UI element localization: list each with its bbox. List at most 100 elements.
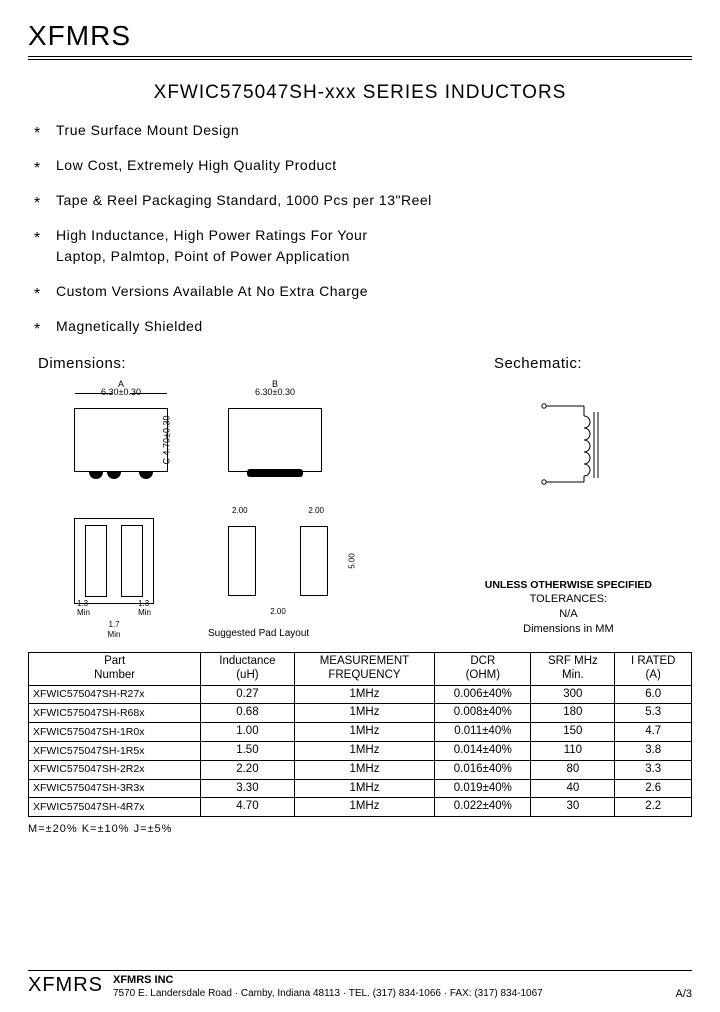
cell-pn: XFWIC575047SH-1R5x bbox=[29, 741, 201, 760]
bullet: Tape & Reel Packaging Standard, 1000 Pcs… bbox=[34, 190, 692, 211]
pad bbox=[300, 526, 328, 596]
dim-2: 2.00 bbox=[270, 607, 286, 616]
col-measurement-freq: MEASUREMENT FREQUENCY bbox=[294, 653, 435, 686]
cell-dcr: 0.019±40% bbox=[435, 779, 531, 798]
cell-inductance: 3.30 bbox=[201, 779, 294, 798]
footer-address: 7570 E. Landersdale Road · Camby, Indian… bbox=[113, 988, 543, 1001]
cell-freq: 1MHz bbox=[294, 704, 435, 723]
table-row: XFWIC575047SH-1R5x1.501MHz0.014±40%1103.… bbox=[29, 741, 692, 760]
cell-srf: 150 bbox=[531, 723, 615, 742]
tolerance-codes: M=±20% K=±10% J=±5% bbox=[28, 823, 692, 835]
cell-inductance: 2.20 bbox=[201, 760, 294, 779]
col-inductance: Inductance (uH) bbox=[201, 653, 294, 686]
col-irated: I RATED (A) bbox=[615, 653, 692, 686]
bullet: Low Cost, Extremely High Quality Product bbox=[34, 155, 692, 176]
bullet: High Inductance, High Power Ratings For … bbox=[34, 225, 692, 267]
col-srf: SRF MHz Min. bbox=[531, 653, 615, 686]
tol-line: N/A bbox=[485, 607, 652, 622]
cell-freq: 1MHz bbox=[294, 779, 435, 798]
bullet: Magnetically Shielded bbox=[34, 316, 692, 337]
header-rule bbox=[28, 56, 692, 60]
spec-table: Part Number Inductance (uH) MEASUREMENT … bbox=[28, 652, 692, 817]
dim-a-value: 6.30±0.30 bbox=[75, 387, 167, 397]
cell-inductance: 4.70 bbox=[201, 798, 294, 817]
cell-irated: 5.3 bbox=[615, 704, 692, 723]
table-row: XFWIC575047SH-R27x0.271MHz0.006±40%3006.… bbox=[29, 685, 692, 704]
cell-pn: XFWIC575047SH-2R2x bbox=[29, 760, 201, 779]
dim-5: 5.00 bbox=[348, 553, 357, 569]
component-foot bbox=[139, 471, 153, 479]
pad-layout-caption: Suggested Pad Layout bbox=[208, 628, 309, 639]
table-row: XFWIC575047SH-R68x0.681MHz0.008±40%1805.… bbox=[29, 704, 692, 723]
cell-inductance: 1.00 bbox=[201, 723, 294, 742]
company-logo: XFMRS bbox=[28, 20, 692, 52]
cell-srf: 110 bbox=[531, 741, 615, 760]
dim-17: 1.7 bbox=[108, 620, 119, 629]
cell-dcr: 0.016±40% bbox=[435, 760, 531, 779]
component-foot bbox=[89, 471, 103, 479]
cell-srf: 40 bbox=[531, 779, 615, 798]
dim-2: 2.00 bbox=[232, 506, 248, 515]
tol-line: Dimensions in MM bbox=[485, 622, 652, 637]
dim-b-value: 6.30±0.30 bbox=[229, 387, 321, 397]
pad-layout: 2.00 2.00 2.00 5.00 bbox=[218, 518, 338, 604]
cell-inductance: 0.68 bbox=[201, 704, 294, 723]
dimensions-heading: Dimensions: bbox=[38, 355, 126, 372]
cell-dcr: 0.006±40% bbox=[435, 685, 531, 704]
cell-irated: 3.3 bbox=[615, 760, 692, 779]
component-foot bbox=[107, 471, 121, 479]
cell-dcr: 0.022±40% bbox=[435, 798, 531, 817]
cell-freq: 1MHz bbox=[294, 685, 435, 704]
cell-irated: 6.0 bbox=[615, 685, 692, 704]
bottom-view: 1.3Min 1.3Min 1.7 Min bbox=[74, 518, 154, 604]
min-label: Min bbox=[108, 630, 121, 639]
cell-inductance: 1.50 bbox=[201, 741, 294, 760]
cell-inductance: 0.27 bbox=[201, 685, 294, 704]
front-view: A 6.30±0.30 C 4.70±0.30 bbox=[74, 408, 168, 472]
side-view: B 6.30±0.30 bbox=[228, 408, 322, 472]
cell-srf: 300 bbox=[531, 685, 615, 704]
cell-pn: XFWIC575047SH-R27x bbox=[29, 685, 201, 704]
tol-header: UNLESS OTHERWISE SPECIFIED bbox=[485, 578, 652, 592]
col-dcr: DCR (OHM) bbox=[435, 653, 531, 686]
cell-srf: 80 bbox=[531, 760, 615, 779]
cell-dcr: 0.014±40% bbox=[435, 741, 531, 760]
table-row: XFWIC575047SH-4R7x4.701MHz0.022±40%302.2 bbox=[29, 798, 692, 817]
page-footer: XFMRS XFMRS INC 7570 E. Landersdale Road… bbox=[28, 970, 692, 1000]
cell-irated: 3.8 bbox=[615, 741, 692, 760]
cell-irated: 2.2 bbox=[615, 798, 692, 817]
cell-irated: 2.6 bbox=[615, 779, 692, 798]
cell-dcr: 0.008±40% bbox=[435, 704, 531, 723]
cell-freq: 1MHz bbox=[294, 741, 435, 760]
page-number: A/3 bbox=[675, 988, 692, 1000]
dim-13: 1.3Min bbox=[138, 599, 151, 617]
tolerance-note: UNLESS OTHERWISE SPECIFIED TOLERANCES: N… bbox=[485, 578, 652, 637]
cell-srf: 30 bbox=[531, 798, 615, 817]
diagram-area: A 6.30±0.30 C 4.70±0.30 B 6.30±0.30 1.3M… bbox=[28, 378, 692, 648]
cell-pn: XFWIC575047SH-1R0x bbox=[29, 723, 201, 742]
cell-freq: 1MHz bbox=[294, 798, 435, 817]
schematic-heading: Sechematic: bbox=[494, 355, 582, 372]
inductor-schematic bbox=[536, 398, 606, 488]
dim-13: 1.3Min bbox=[77, 599, 90, 617]
dim-2: 2.00 bbox=[308, 506, 324, 515]
cell-srf: 180 bbox=[531, 704, 615, 723]
component-base bbox=[247, 469, 303, 477]
cell-dcr: 0.011±40% bbox=[435, 723, 531, 742]
table-row: XFWIC575047SH-2R2x2.201MHz0.016±40%803.3 bbox=[29, 760, 692, 779]
cell-freq: 1MHz bbox=[294, 760, 435, 779]
bullet: True Surface Mount Design bbox=[34, 120, 692, 141]
cell-pn: XFWIC575047SH-R68x bbox=[29, 704, 201, 723]
cell-pn: XFWIC575047SH-3R3x bbox=[29, 779, 201, 798]
footer-rule bbox=[28, 970, 692, 971]
footer-company-name: XFMRS INC bbox=[113, 974, 543, 988]
table-row: XFWIC575047SH-1R0x1.001MHz0.011±40%1504.… bbox=[29, 723, 692, 742]
pad bbox=[228, 526, 256, 596]
cell-pn: XFWIC575047SH-4R7x bbox=[29, 798, 201, 817]
feature-list: True Surface Mount Design Low Cost, Extr… bbox=[28, 120, 692, 337]
page-title: XFWIC575047SH-xxx SERIES INDUCTORS bbox=[28, 82, 692, 104]
col-part-number: Part Number bbox=[29, 653, 201, 686]
cell-irated: 4.7 bbox=[615, 723, 692, 742]
tol-line: TOLERANCES: bbox=[485, 592, 652, 607]
bullet: Custom Versions Available At No Extra Ch… bbox=[34, 281, 692, 302]
